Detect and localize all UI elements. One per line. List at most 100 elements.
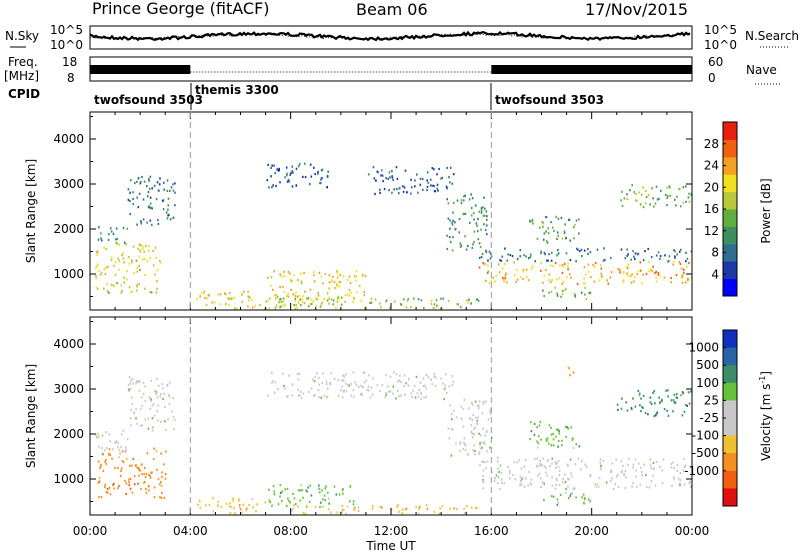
velocity-cell	[369, 396, 372, 399]
velocity-cell	[471, 436, 474, 439]
velocity-cell	[474, 453, 476, 456]
power-cell	[668, 259, 670, 263]
power-cell	[574, 223, 576, 226]
power-cell	[434, 190, 437, 193]
velocity-cell	[642, 406, 644, 410]
velocity-region-2	[127, 376, 176, 432]
velocity-cell	[617, 485, 620, 488]
power-cell	[143, 250, 145, 253]
power-cell	[451, 182, 454, 185]
velocity-cell	[620, 460, 623, 463]
velocity-cell	[251, 497, 254, 500]
velocity-cell	[217, 500, 219, 503]
velocity-cell	[570, 492, 572, 495]
power-cell	[516, 257, 519, 261]
velocity-cell	[419, 381, 422, 384]
velocity-cell	[425, 373, 428, 376]
velocity-cell	[649, 401, 652, 404]
power-cell	[353, 275, 356, 278]
power-cell	[251, 298, 253, 301]
velocity-cbar-tick-label-2: 100	[696, 376, 719, 390]
velocity-cell	[497, 476, 500, 479]
velocity-cell	[171, 410, 173, 413]
noise-traces	[89, 30, 691, 42]
velocity-cell	[581, 496, 583, 499]
power-cell	[223, 292, 226, 295]
velocity-cell	[121, 459, 124, 463]
velocity-cell	[131, 491, 134, 494]
power-cell	[407, 298, 410, 301]
velocity-cell	[286, 395, 289, 398]
velocity-cell	[610, 469, 612, 472]
power-cell	[543, 251, 546, 254]
velocity-cell	[212, 510, 215, 513]
velocity-cell	[216, 504, 219, 507]
power-cell	[457, 303, 459, 306]
velocity-cell	[341, 385, 343, 388]
power-cell	[146, 185, 148, 188]
velocity-cell	[577, 457, 580, 460]
power-cell	[453, 173, 455, 176]
power-cell	[97, 287, 99, 291]
power-cell	[318, 271, 321, 274]
power-cell	[681, 275, 683, 278]
velocity-cell	[551, 457, 554, 460]
power-cell	[454, 227, 457, 231]
power-cell	[529, 219, 531, 222]
velocity-cell	[248, 503, 250, 507]
velocity-cell	[476, 419, 479, 422]
power-cell	[447, 299, 450, 302]
power-cell	[360, 299, 362, 302]
power-cell	[495, 274, 497, 277]
power-cell	[106, 290, 109, 293]
power-cell	[658, 274, 661, 277]
power-cell	[370, 297, 373, 300]
velocity-cell	[138, 380, 141, 383]
velocity-cell	[228, 505, 231, 508]
frequency-panel: Freq. [MHz] 18 8 60 0 Nave	[4, 55, 780, 85]
velocity-cell	[445, 391, 448, 394]
velocity-region-12	[567, 366, 575, 377]
velocity-cell	[125, 457, 128, 460]
velocity-cell	[309, 484, 312, 487]
power-cell	[326, 292, 329, 295]
power-cell	[680, 248, 682, 251]
velocity-cell	[163, 496, 166, 499]
power-cell	[95, 277, 97, 280]
power-cell	[121, 254, 123, 257]
power-cell	[561, 264, 564, 267]
power-cell	[626, 193, 628, 196]
power-cell	[630, 281, 633, 284]
velocity-cell	[482, 402, 485, 405]
velocity-cell	[157, 478, 160, 481]
power-cell	[361, 274, 364, 277]
velocity-cell	[305, 489, 308, 492]
power-cell	[103, 287, 105, 290]
power-cell	[267, 276, 269, 279]
power-cell	[402, 185, 404, 188]
velocity-cell	[640, 410, 642, 413]
power-cell	[370, 301, 373, 304]
power-cell	[281, 304, 283, 307]
velocity-cell	[273, 490, 275, 493]
velocity-cell	[343, 508, 345, 511]
power-cell	[139, 268, 141, 272]
power-cell	[488, 250, 491, 253]
power-cell	[105, 266, 107, 269]
velocity-cell	[345, 373, 347, 376]
velocity-cell	[425, 396, 428, 399]
velocity-cell	[543, 482, 545, 485]
power-cell	[436, 183, 439, 186]
power-cell	[373, 177, 376, 180]
velocity-cell	[173, 428, 175, 431]
velocity-cell	[605, 481, 608, 484]
power-cbar-tick-label-12: 12	[704, 224, 719, 238]
velocity-cell	[299, 499, 301, 502]
power-cell	[651, 270, 654, 273]
power-cell	[297, 279, 299, 282]
velocity-cell	[333, 485, 336, 488]
power-cell	[166, 217, 169, 220]
power-cell	[523, 254, 525, 257]
velocity-cell	[360, 384, 362, 387]
power-cell	[683, 271, 685, 274]
